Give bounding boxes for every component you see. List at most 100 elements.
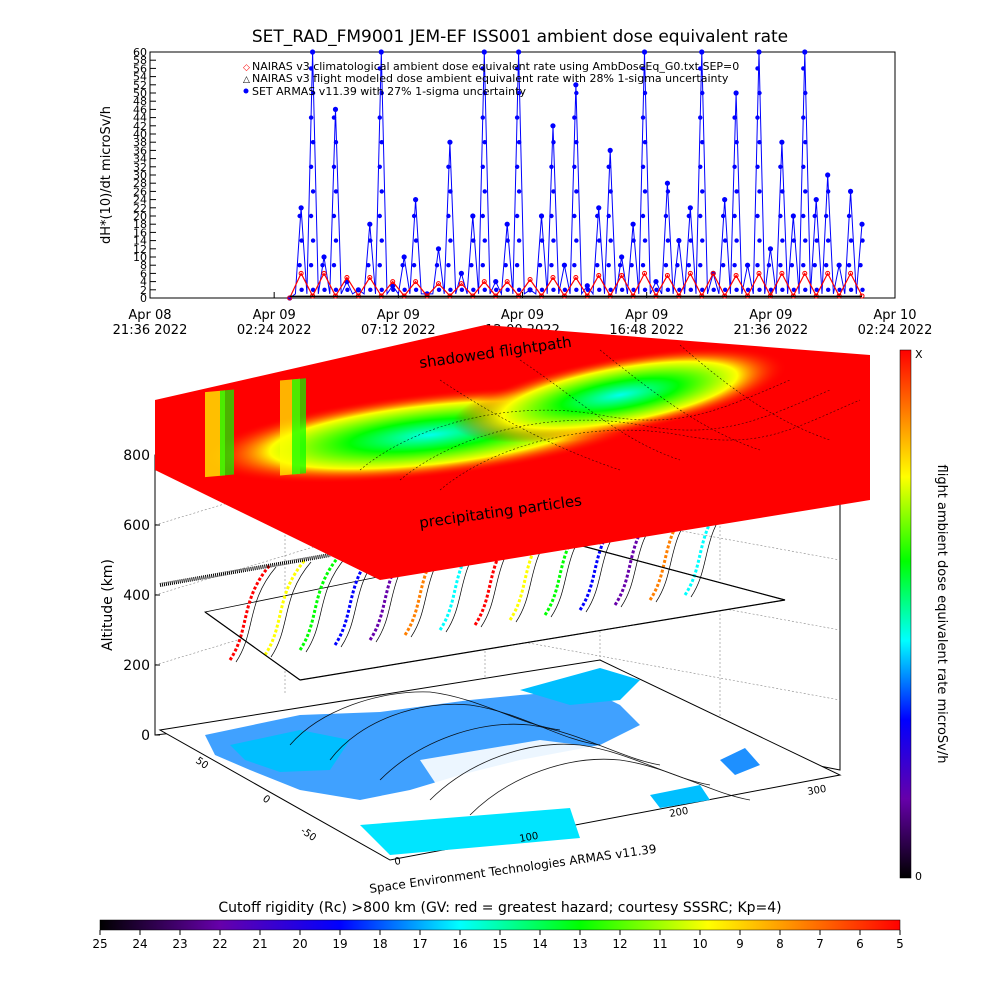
rigidity-tick-label: 8 (776, 937, 784, 951)
series-armas-point (597, 238, 602, 243)
series-armas-point (299, 238, 304, 243)
rigidity-ticks: 25 24 23 22 21 20 19 18 17 16 15 14 13 12 11 10 9 8 7 6 5 (92, 930, 904, 951)
series-armas-point (859, 221, 865, 227)
x-tick-time: 16:48 2022 (609, 323, 684, 338)
series-armas-point (505, 238, 510, 243)
series-armas-point (608, 238, 613, 243)
series-armas-point (333, 238, 339, 243)
series-armas-point (482, 90, 487, 96)
series-armas-point (308, 263, 314, 268)
x-tick-time: 21:36 2022 (733, 323, 808, 338)
series-armas-point (561, 262, 568, 268)
series-armas-point (755, 66, 760, 71)
series-climatological-line (289, 272, 863, 299)
series-armas-point (663, 213, 669, 219)
series-armas-point (379, 90, 384, 96)
legend-marker-modeled: △ (243, 75, 250, 85)
legend: ◇ NAIRAS v3 climatological ambient dose … (243, 60, 739, 98)
series-armas-point (619, 254, 625, 260)
flight-track-wave (263, 559, 307, 656)
rigidity-tick-label: 13 (572, 937, 587, 951)
x-tick-date: Apr 10 (873, 308, 916, 323)
series-armas-point (377, 164, 382, 169)
series-armas-point (732, 263, 737, 268)
series-armas-point (368, 238, 373, 243)
series-armas-point (309, 49, 316, 55)
series-armas-point (665, 189, 671, 194)
series-armas-point (745, 287, 751, 292)
series-climatological-point (733, 272, 739, 278)
longitude-tick-label: 0 (394, 856, 402, 868)
series-armas-point (641, 49, 648, 55)
series-armas-point (734, 189, 739, 194)
altitude-tick-label: 800 (123, 448, 150, 464)
dose-colorbar: X 0 flight ambient dose equivalent rate … (899, 348, 949, 883)
series-armas-point (470, 213, 476, 219)
y-tick-label: 6 (140, 267, 147, 280)
series-armas-point (734, 238, 739, 243)
series-armas-point (687, 205, 693, 211)
series-armas-point (825, 172, 831, 178)
series-armas-point (836, 262, 842, 268)
series-armas-point (367, 221, 373, 227)
series-armas-point (780, 287, 785, 292)
world-map (205, 668, 760, 855)
series-armas-point (539, 287, 545, 292)
series-armas-point (813, 197, 819, 203)
y-tick-label: 2 (140, 284, 147, 297)
series-armas-point (355, 287, 361, 293)
y-tick-label: 8 (140, 259, 147, 272)
series-climatological-point (321, 270, 327, 276)
series-armas-point (688, 238, 694, 243)
series-armas-point (698, 164, 703, 169)
y-tick-label: 26 (133, 185, 147, 198)
series-armas-point (631, 238, 636, 243)
track-edge-lines (204, 539, 786, 681)
rigidity-tick-label: 11 (652, 937, 667, 951)
series-armas-point (732, 164, 737, 169)
series-armas-point (755, 213, 760, 219)
series-armas-point (379, 287, 384, 292)
x-tick-date: Apr 09 (501, 308, 544, 323)
series-armas-point (675, 263, 680, 268)
series-armas-point (801, 213, 806, 219)
series-armas-point (606, 263, 611, 268)
y-tick-label: 42 (133, 120, 147, 133)
series-armas-point (596, 205, 602, 211)
x-tick-date: Apr 09 (625, 308, 668, 323)
series-armas-point (607, 147, 613, 153)
series-climatological-point (848, 270, 854, 276)
series-armas-point (480, 115, 485, 120)
series-armas-point (755, 115, 760, 120)
series-armas-point (825, 189, 831, 194)
series-armas-point (480, 263, 485, 268)
series-armas-point (482, 189, 487, 194)
series-armas-point (640, 115, 646, 120)
y-tick-label: 18 (133, 218, 147, 231)
series-armas-point (572, 164, 577, 169)
series-armas-point (803, 90, 808, 96)
series-armas-point (458, 270, 464, 276)
series-armas-point (757, 287, 762, 292)
y-tick-label: 50 (133, 87, 147, 100)
y-tick-label: 22 (133, 202, 147, 215)
y-tick-label: 32 (133, 161, 147, 174)
series-armas-point (837, 287, 842, 292)
series-armas-point (448, 238, 453, 243)
series-armas-point (377, 263, 382, 268)
series-climatological-point (550, 275, 556, 280)
series-armas-point (665, 287, 671, 292)
series-armas-point (801, 164, 806, 169)
altitude-tick-label: 600 (123, 518, 150, 534)
series-armas-point (378, 49, 384, 55)
y-tick-label: 14 (133, 235, 147, 248)
series-armas-point (825, 238, 831, 243)
y-tick-label: 16 (133, 226, 147, 239)
series-armas-point (482, 287, 487, 292)
latitude-tick-label: 0 (260, 793, 272, 806)
series-climatological-point (756, 270, 762, 276)
series-armas-point (446, 164, 451, 169)
y-tick-label: 58 (133, 54, 147, 67)
series-armas-point (846, 213, 852, 219)
series-armas-point (755, 263, 760, 268)
